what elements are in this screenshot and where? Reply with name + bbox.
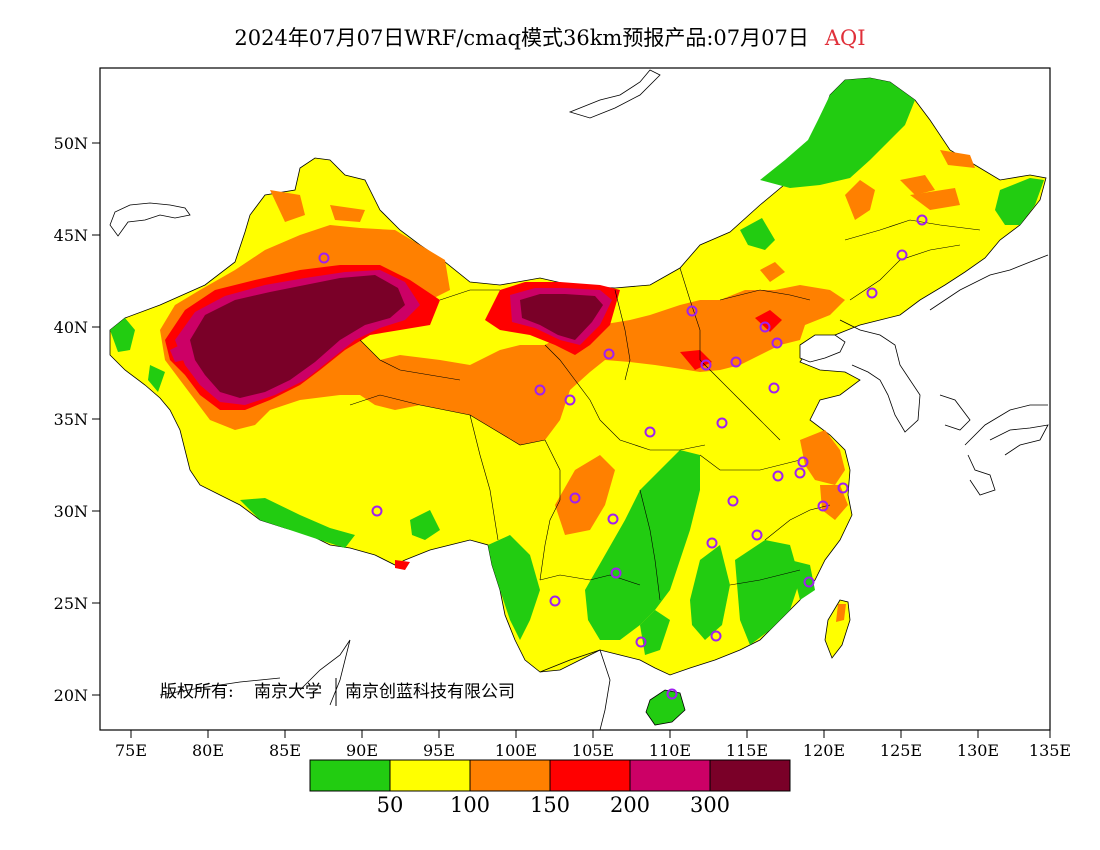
- map-area: [109, 69, 1049, 730]
- legend-swatch-very-unhealthy: [629, 759, 711, 792]
- legend-label: 300: [690, 793, 730, 817]
- variable-label: AQI: [824, 26, 866, 50]
- lat-label: 30N: [54, 502, 88, 521]
- legend-swatch-hazardous: [709, 759, 791, 792]
- legend-label: 200: [610, 793, 650, 817]
- legend-label: 100: [450, 793, 490, 817]
- lon-label: 85E: [269, 741, 301, 760]
- lat-label: 50N: [54, 134, 88, 153]
- axis-ticks: [92, 142, 1051, 738]
- taiwan-orange: [836, 604, 846, 622]
- legend-swatch-good: [309, 759, 391, 792]
- legend-label: 50: [377, 793, 404, 817]
- copyright-prefix: 版权所有:: [160, 682, 234, 702]
- lon-label: 110E: [649, 741, 691, 760]
- aqi-legend: 50 100 150 200 300: [309, 759, 791, 817]
- map-title: 2024年07月07日WRF/cmaq模式36km预报产品:07月07日 AQI: [0, 22, 1100, 52]
- lon-label: 75E: [115, 741, 147, 760]
- lon-labels: 75E 80E 85E 90E 95E 100E 105E 110E 115E …: [115, 741, 1071, 760]
- legend-swatch-moderate: [389, 759, 471, 792]
- legend-swatch-usg: [469, 759, 551, 792]
- city-markers: [318, 214, 928, 700]
- lat-label: 25N: [54, 594, 88, 613]
- lat-label: 45N: [54, 226, 88, 245]
- copyright: 版权所有: 南京大学 南京创蓝科技有限公司: [160, 678, 515, 706]
- lat-label: 40N: [54, 318, 88, 337]
- lon-label: 100E: [495, 741, 537, 760]
- lon-label: 90E: [346, 741, 378, 760]
- lon-label: 130E: [957, 741, 999, 760]
- hazardous-zones: [190, 275, 603, 398]
- lat-label: 35N: [54, 410, 88, 429]
- bohai-sea: [799, 334, 846, 363]
- lon-label: 80E: [192, 741, 224, 760]
- lon-label: 125E: [880, 741, 922, 760]
- province-boundaries: [349, 219, 981, 601]
- lon-label: 95E: [423, 741, 455, 760]
- lat-label: 20N: [54, 686, 88, 705]
- title-text: 2024年07月07日WRF/cmaq模式36km预报产品:07月07日: [234, 26, 809, 50]
- map-frame: [99, 67, 1051, 731]
- neighbour-outlines: [109, 69, 1049, 730]
- lat-labels: 50N 45N 40N 35N 30N 25N 20N: [54, 134, 88, 705]
- lon-label: 105E: [572, 741, 614, 760]
- good-zones: [110, 78, 1044, 655]
- copyright-org2: 南京创蓝科技有限公司: [345, 682, 515, 702]
- legend-label: 150: [530, 793, 570, 817]
- copyright-org1: 南京大学: [254, 682, 322, 702]
- hainan-island: [645, 689, 686, 726]
- lon-label: 120E: [803, 741, 845, 760]
- lon-label: 135E: [1029, 741, 1071, 760]
- lon-label: 115E: [726, 741, 768, 760]
- legend-swatch-unhealthy: [549, 759, 631, 792]
